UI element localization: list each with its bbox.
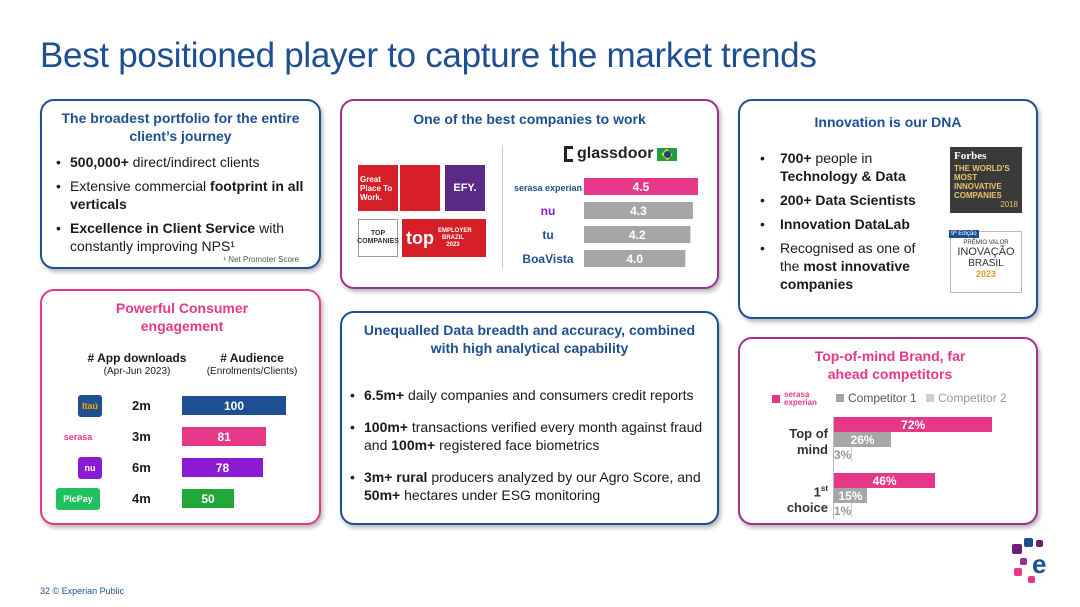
audience-header: # Audience (Enrolments/Clients) bbox=[206, 351, 298, 377]
glassdoor-logo: glassdoor bbox=[564, 145, 678, 163]
rating-company: nu bbox=[541, 204, 556, 218]
brand-title: Top-of-mind Brand, far ahead competitors bbox=[814, 348, 966, 382]
brand-bar: 72% bbox=[834, 417, 993, 432]
rating-value: 4.3 bbox=[630, 204, 647, 218]
data-bullet: 3m+ rural producers analyzed by our Agro… bbox=[348, 468, 718, 504]
rating-company: serasa experian bbox=[514, 183, 582, 193]
valor-badge: 9ª Edição PRÊMIO VALOR INOVAÇÃO BRASIL 2… bbox=[949, 230, 1022, 293]
footer: 32 © Experian Public bbox=[40, 586, 125, 596]
legend-swatch bbox=[772, 395, 780, 403]
best-work-card: One of the best companies to work Great … bbox=[340, 99, 719, 289]
app-logo: Itaú bbox=[78, 395, 102, 417]
rating-company: BoaVista bbox=[522, 252, 573, 266]
audience-bar: 50 bbox=[182, 489, 234, 508]
top-companies-badge: TOP COMPANIES bbox=[357, 219, 399, 257]
rating-company: tu bbox=[542, 228, 553, 242]
portfolio-bullet: 500,000+ direct/indirect clients bbox=[54, 153, 309, 171]
portfolio-list: 500,000+ direct/indirect clients Extensi… bbox=[54, 153, 309, 255]
brand-card: Top-of-mind Brand, far ahead competitors… bbox=[738, 337, 1038, 525]
data-list: 6.5m+ daily companies and consumers cred… bbox=[348, 386, 718, 518]
rating-value: 4.2 bbox=[629, 228, 646, 242]
app-logo: PicPay bbox=[56, 488, 100, 510]
innovation-bullet: 200+ Data Scientists bbox=[754, 191, 934, 209]
rating-bar bbox=[584, 178, 698, 195]
glassdoor-chart: 4.5 serasa experian 4.3 nu 4.2 tu 4.0 BoaVista bbox=[514, 178, 698, 267]
rating-bar bbox=[584, 250, 686, 267]
data-bullet: 100m+ transactions verified every month … bbox=[348, 418, 718, 454]
legend-serasa: serasa experian bbox=[772, 391, 824, 407]
innovation-bullet: 700+ people in Technology & Data bbox=[754, 149, 934, 185]
downloads-value: 3m bbox=[132, 429, 151, 444]
brand-bar: 1% bbox=[833, 503, 852, 518]
innovation-card: Innovation is our DNA 700+ people in Tec… bbox=[738, 99, 1038, 319]
gptw-badge-2 bbox=[400, 165, 440, 211]
best-work-title: One of the best companies to work bbox=[413, 111, 646, 127]
app-logo: serasa bbox=[56, 426, 100, 448]
innovation-bullet: Recognised as one of the most innovative… bbox=[754, 239, 934, 293]
portfolio-card: The broadest portfolio for the entire cl… bbox=[40, 99, 321, 269]
legend-competitor-1: Competitor 1 bbox=[836, 391, 917, 405]
portfolio-title: The broadest portfolio for the entire cl… bbox=[61, 110, 300, 144]
downloads-value: 2m bbox=[132, 398, 151, 413]
rating-bar bbox=[584, 202, 693, 219]
rating-value: 4.0 bbox=[626, 252, 643, 266]
audience-bar: 100 bbox=[182, 396, 286, 415]
efy-badge: EFY. bbox=[445, 165, 485, 211]
legend-competitor-2: Competitor 2 bbox=[926, 391, 1007, 405]
app-downloads-header: # App downloads (Apr-Jun 2023) bbox=[87, 351, 187, 377]
data-title: Unequalled Data breadth and accuracy, co… bbox=[363, 322, 696, 356]
nps-footnote: ¹ Net Promoter Score bbox=[223, 255, 299, 264]
portfolio-bullet: Excellence in Client Service with consta… bbox=[54, 219, 309, 255]
data-card: Unequalled Data breadth and accuracy, co… bbox=[340, 311, 719, 525]
brand-bar: 26% bbox=[834, 432, 892, 447]
top-employer-badge: top EMPLOYER BRAZIL 2023 bbox=[402, 219, 486, 257]
portfolio-bullet: Extensive commercial footprint in all ve… bbox=[54, 177, 309, 213]
brazil-flag-icon bbox=[657, 147, 678, 161]
row-label-top-of-mind: Top of mind bbox=[789, 426, 828, 457]
forbes-badge: Forbes THE WORLD'S MOST INNOVATIVE COMPA… bbox=[950, 147, 1022, 213]
rating-value: 4.5 bbox=[633, 180, 650, 194]
audience-bar: 81 bbox=[182, 427, 267, 446]
innovation-bullet: Innovation DataLab bbox=[754, 215, 934, 233]
downloads-value: 6m bbox=[132, 460, 151, 475]
audience-bar: 78 bbox=[182, 458, 264, 477]
brand-bar: 3% bbox=[833, 447, 852, 462]
innovation-list: 700+ people in Technology & Data 200+ Da… bbox=[754, 149, 934, 299]
experian-logo: e bbox=[1012, 538, 1046, 583]
consumer-card: Powerful Consumer engagement # App downl… bbox=[40, 289, 321, 525]
data-bullet: 6.5m+ daily companies and consumers cred… bbox=[348, 386, 718, 404]
brand-bar: 15% bbox=[834, 488, 867, 503]
downloads-value: 4m bbox=[132, 491, 151, 506]
gptw-badge: Great Place To Work. bbox=[358, 165, 398, 211]
rating-bar bbox=[584, 226, 691, 243]
brand-bar: 46% bbox=[834, 473, 936, 488]
row-label-first-choice: 1st choice bbox=[786, 484, 828, 516]
innovation-title: Innovation is our DNA bbox=[814, 114, 962, 130]
page-title: Best positioned player to capture the ma… bbox=[40, 36, 817, 75]
consumer-title: Powerful Consumer engagement bbox=[115, 300, 249, 334]
svg-text:e: e bbox=[1032, 549, 1046, 579]
app-logo: nu bbox=[78, 457, 102, 479]
